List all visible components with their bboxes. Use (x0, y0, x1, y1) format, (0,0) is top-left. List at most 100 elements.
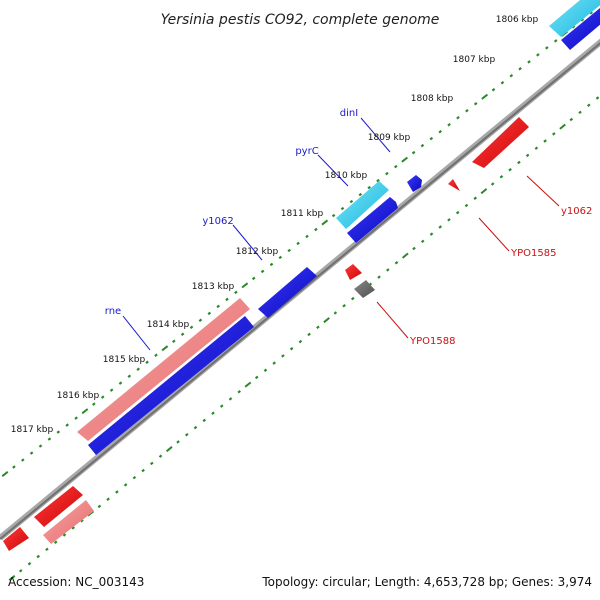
outer-tick-minor (491, 88, 496, 92)
tick-label-1809: 1809 kbp (368, 133, 411, 143)
outer-tick-major (321, 219, 329, 226)
inner-tick-minor (587, 103, 591, 107)
inner-tick-minor (447, 218, 451, 222)
inner-tick-minor (595, 96, 600, 100)
label-y1062-reverse-leader (526, 175, 560, 207)
label-rne: rne (105, 306, 121, 317)
outer-tick-minor (331, 213, 336, 218)
inner-tick-minor (158, 454, 163, 458)
outer-tick-minor (136, 367, 140, 371)
outer-tick-minor (305, 234, 309, 239)
feature-red-ypo1585 (345, 264, 362, 280)
feature-blue-1810 (347, 197, 398, 243)
label-YPO1585: YPO1585 (510, 248, 556, 259)
outer-tick-minor (56, 430, 61, 434)
inner-tick-minor (141, 468, 145, 473)
outer-tick-minor (47, 437, 52, 441)
inner-tick-minor (412, 246, 416, 251)
inner-tick-minor (394, 261, 399, 265)
outer-tick-minor (260, 269, 265, 274)
outer-tick-minor (207, 311, 212, 316)
outer-tick-minor (376, 178, 380, 183)
inner-tick-minor (289, 347, 294, 351)
inner-tick-minor (543, 139, 547, 143)
inner-tick-minor (377, 275, 381, 279)
inner-tick-minor (464, 203, 469, 208)
outer-tick-minor (456, 115, 460, 120)
feature-blue-1813 (258, 267, 317, 318)
inner-tick-minor (219, 404, 224, 408)
outer-tick-minor (251, 276, 256, 281)
label-dinI-leader (360, 117, 391, 153)
inner-tick-minor (552, 132, 556, 136)
outer-tick-minor (216, 304, 220, 309)
tick-label-1807: 1807 kbp (453, 55, 496, 65)
outer-tick-minor (225, 297, 229, 302)
feature-red-bl-2 (3, 527, 29, 551)
outer-tick-minor (465, 109, 469, 113)
inner-tick-minor (508, 167, 512, 172)
outer-tick-major (161, 345, 169, 352)
inner-tick-minor (263, 368, 268, 372)
inner-tick-minor (71, 526, 75, 530)
outer-tick-minor (109, 388, 114, 392)
outer-tick-minor (296, 241, 300, 246)
outer-tick-minor (189, 325, 194, 330)
inner-tick-minor (115, 490, 119, 494)
feature-red-1808 (472, 117, 529, 168)
tick-row-outer (1, 11, 593, 477)
outer-tick-major (81, 408, 89, 415)
tick-label-1806: 1806 kbp (496, 15, 539, 25)
inner-tick-minor (333, 311, 338, 315)
tick-label-1814: 1814 kbp (147, 320, 190, 330)
outer-tick-minor (21, 458, 25, 462)
inner-tick-major (244, 381, 252, 388)
feature-salmon-rne (77, 298, 250, 441)
outer-tick-major (481, 93, 489, 100)
feature-blue-small (407, 175, 422, 192)
outer-tick-minor (367, 185, 371, 190)
outer-tick-minor (29, 451, 34, 455)
outer-tick-minor (394, 164, 398, 169)
outer-tick-major (241, 282, 249, 289)
inner-tick-minor (534, 146, 539, 150)
outer-tick-minor (340, 206, 345, 211)
outer-tick-minor (349, 199, 354, 204)
feature-layer (3, 0, 600, 551)
outer-tick-minor (314, 227, 318, 232)
inner-tick-minor (429, 232, 434, 236)
outer-tick-minor (429, 136, 434, 141)
inner-tick-major (559, 123, 566, 130)
outer-tick-minor (527, 60, 531, 64)
inner-tick-major (165, 446, 173, 453)
outer-tick-major (1, 471, 9, 477)
feature-red-bl-1 (34, 486, 83, 527)
label-pyrC-leader (317, 154, 349, 187)
inner-tick-minor (307, 332, 311, 337)
inner-tick-major (401, 252, 409, 259)
inner-tick-minor (97, 504, 102, 509)
outer-tick-minor (118, 381, 123, 385)
tick-label-1813: 1813 kbp (192, 282, 235, 292)
outer-tick-minor (420, 143, 425, 148)
outer-tick-minor (518, 67, 522, 71)
inner-tick-major (480, 188, 488, 195)
outer-tick-minor (473, 102, 478, 106)
tick-row-inner (8, 96, 600, 581)
feature-top-cyan (549, 0, 600, 37)
inner-tick-minor (272, 361, 276, 365)
inner-tick-minor (578, 110, 582, 115)
outer-tick-minor (198, 318, 203, 323)
inner-tick-minor (473, 196, 477, 201)
inner-tick-minor (420, 239, 425, 244)
outer-tick-minor (447, 122, 451, 127)
inner-tick-major (323, 317, 330, 324)
outer-tick-minor (92, 402, 96, 406)
outer-tick-minor (145, 360, 149, 364)
label-YPO1588: YPO1588 (409, 336, 455, 347)
outer-tick-minor (411, 150, 416, 155)
outer-tick-minor (509, 74, 514, 78)
tick-label-1808: 1808 kbp (411, 94, 454, 104)
